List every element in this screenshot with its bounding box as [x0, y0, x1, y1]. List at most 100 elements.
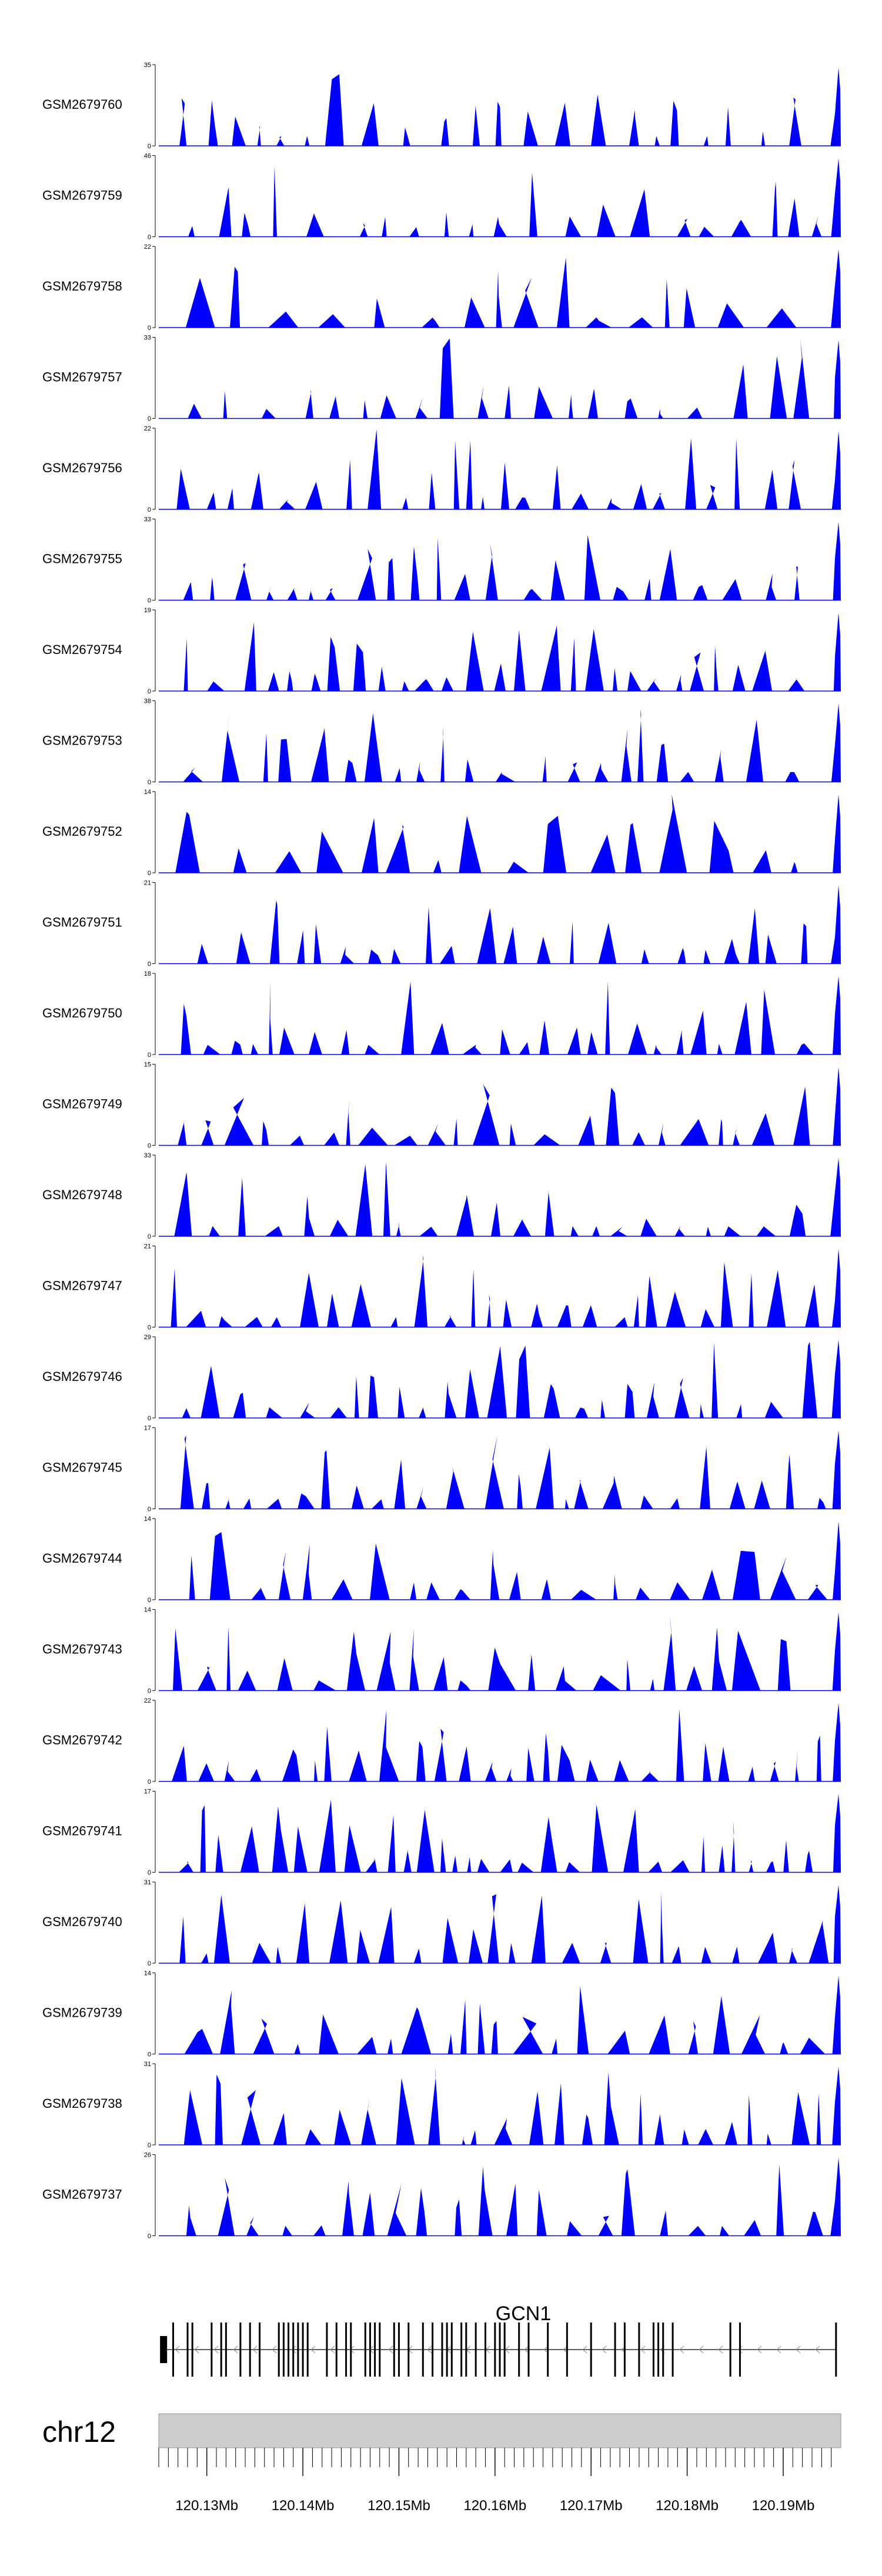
track-label: GSM2679754: [42, 642, 122, 657]
track-label: GSM2679751: [42, 915, 122, 930]
track-label: GSM2679748: [42, 1187, 122, 1202]
track-label: GSM2679757: [42, 370, 122, 385]
y-min-label: 0: [148, 1506, 151, 1513]
y-max-label: 22: [144, 243, 151, 251]
exon: [220, 2323, 222, 2377]
axis-tick-label: 120.14Mb: [272, 2498, 335, 2514]
track-label: GSM2679743: [42, 1642, 122, 1657]
coverage-area: [159, 1976, 841, 2054]
strand-arrow: [388, 2345, 393, 2354]
strand-arrow: [175, 2345, 180, 2354]
exon: [729, 2323, 731, 2377]
y-min-label: 0: [148, 779, 151, 786]
coverage-area: [159, 1249, 841, 1327]
axis-tick-label: 120.17Mb: [560, 2498, 623, 2514]
y-min-label: 0: [148, 416, 151, 423]
track-label: GSM2679744: [42, 1551, 122, 1566]
y-max-label: 35: [144, 62, 151, 69]
exon: [441, 2323, 443, 2377]
exon: [225, 2323, 227, 2377]
strand-arrow: [699, 2345, 704, 2354]
exon: [288, 2323, 290, 2377]
y-min-label: 0: [148, 325, 151, 332]
exon: [566, 2323, 568, 2377]
track-GSM2679748: GSM2679748 33 0: [42, 1152, 841, 1240]
y-min-label: 0: [148, 143, 151, 150]
exon: [638, 2323, 640, 2377]
axis-tick-label: 120.16Mb: [463, 2498, 526, 2514]
exon: [503, 2323, 506, 2377]
track-label: GSM2679746: [42, 1369, 122, 1384]
strand-arrow: [524, 2345, 529, 2354]
exon: [249, 2323, 251, 2377]
strand-arrow: [582, 2345, 587, 2354]
exon: [623, 2323, 626, 2377]
exon: [662, 2323, 664, 2377]
exon: [297, 2323, 299, 2377]
track-GSM2679740: GSM2679740 31 0: [42, 1879, 841, 1967]
y-min-label: 0: [148, 1870, 151, 1877]
coverage-area: [159, 1794, 841, 1873]
coverage-area: [159, 2157, 841, 2236]
coverage-area: [159, 885, 841, 964]
exon: [239, 2323, 242, 2377]
track-label: GSM2679758: [42, 279, 122, 293]
exon: [326, 2323, 328, 2377]
exon: [432, 2323, 434, 2377]
chromosome-label: chr12: [42, 2415, 116, 2448]
exon: [160, 2336, 168, 2363]
coverage-area: [159, 1884, 841, 1963]
exon: [499, 2323, 501, 2377]
chromosome-band: [158, 2413, 841, 2448]
exon: [211, 2323, 213, 2377]
coverage-area: [159, 794, 841, 873]
track-GSM2679760: GSM2679760 35 0: [42, 62, 841, 150]
track-label: GSM2679737: [42, 2187, 122, 2202]
coverage-area: [159, 1157, 841, 1236]
strand-arrow: [213, 2345, 219, 2354]
y-max-label: 17: [144, 1425, 151, 1432]
exon: [739, 2323, 741, 2377]
y-min-label: 0: [148, 1052, 151, 1059]
y-max-label: 33: [144, 335, 151, 342]
strand-arrow: [291, 2345, 296, 2354]
track-GSM2679754: GSM2679754 19 0: [42, 607, 841, 695]
track-GSM2679743: GSM2679743 14 0: [42, 1607, 841, 1695]
strand-arrow: [679, 2345, 684, 2354]
y-min-label: 0: [148, 1233, 151, 1240]
exon: [393, 2323, 395, 2377]
strand-arrow: [640, 2345, 646, 2354]
coverage-area: [159, 2066, 841, 2145]
exon: [282, 2323, 285, 2377]
track-label: GSM2679755: [42, 552, 122, 566]
track-label: GSM2679753: [42, 733, 122, 748]
y-max-label: 14: [144, 789, 151, 796]
y-max-label: 18: [144, 970, 151, 977]
y-min-label: 0: [148, 1688, 151, 1695]
exon: [484, 2323, 486, 2377]
strand-arrow: [233, 2345, 238, 2354]
exon: [547, 2323, 549, 2377]
exon: [374, 2323, 376, 2377]
track-GSM2679750: GSM2679750 18 0: [42, 970, 841, 1059]
y-min-label: 0: [148, 1960, 151, 1967]
y-min-label: 0: [148, 1143, 151, 1150]
exon: [518, 2323, 520, 2377]
track-label: GSM2679760: [42, 97, 122, 112]
y-max-label: 33: [144, 1152, 151, 1159]
strand-arrow: [252, 2345, 258, 2354]
exon: [379, 2323, 381, 2377]
coverage-area: [159, 522, 841, 600]
track-GSM2679738: GSM2679738 31 0: [42, 2061, 841, 2149]
coverage-area: [159, 1612, 841, 1691]
track-label: GSM2679750: [42, 1006, 122, 1020]
track-GSM2679747: GSM2679747 21 0: [42, 1243, 841, 1332]
coverage-tracks: GSM2679760350GSM2679759460GSM2679758220G…: [42, 62, 841, 2240]
gene-track: GCN1: [160, 2303, 837, 2377]
strand-arrow: [349, 2345, 355, 2354]
exon: [306, 2323, 309, 2377]
track-GSM2679749: GSM2679749 15 0: [42, 1062, 841, 1150]
exon: [590, 2323, 592, 2377]
strand-arrow: [310, 2345, 316, 2354]
